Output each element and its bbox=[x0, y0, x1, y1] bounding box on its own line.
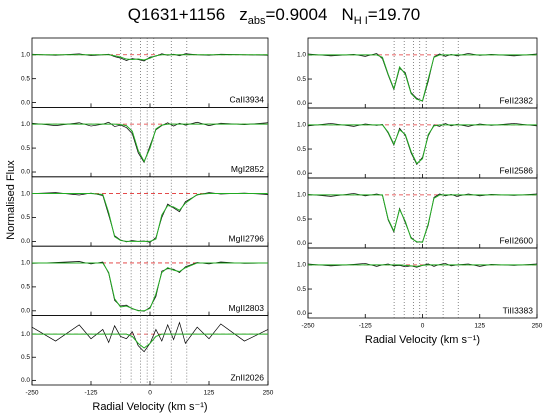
y-tick-label: 1.0 bbox=[297, 52, 306, 59]
panel-label: FeII2586 bbox=[499, 165, 533, 175]
panel-label: ZnII2026 bbox=[230, 372, 264, 382]
x-tick-label: 250 bbox=[263, 390, 274, 397]
fit-line bbox=[32, 123, 268, 163]
panel-label: FeII2600 bbox=[499, 235, 533, 245]
y-tick-label: 1.0 bbox=[297, 122, 306, 129]
fit-line bbox=[308, 54, 537, 102]
panel-label: FeII2382 bbox=[499, 95, 533, 105]
y-tick-label: 0.0 bbox=[21, 99, 30, 106]
flux-data bbox=[31, 321, 269, 353]
y-tick-label: 0.0 bbox=[297, 240, 306, 247]
y-tick-label: 1.0 bbox=[21, 51, 30, 58]
x-tick-label: 125 bbox=[204, 390, 215, 397]
flux-data bbox=[307, 53, 538, 102]
x-tick-label: 125 bbox=[474, 323, 485, 330]
panel-label: MgI2852 bbox=[231, 164, 264, 174]
panel-label: MgII2803 bbox=[229, 303, 265, 313]
y-tick-label: 1.0 bbox=[297, 192, 306, 199]
y-tick-label: 0.0 bbox=[297, 310, 306, 317]
y-tick-label: 0.0 bbox=[21, 169, 30, 176]
y-tick-label: 0.5 bbox=[297, 146, 306, 153]
y-tick-label: 0.5 bbox=[21, 145, 30, 152]
flux-data bbox=[31, 121, 269, 164]
x-axis-label: Radial Velocity (km s⁻¹) bbox=[365, 334, 480, 346]
title-z-value: =0.9004 bbox=[266, 5, 328, 24]
title-z-sub: abs bbox=[248, 15, 266, 27]
title-n-value: =19.70 bbox=[368, 5, 420, 24]
y-tick-label: 0.0 bbox=[21, 308, 30, 315]
y-tick-label: 0.5 bbox=[297, 76, 306, 83]
fit-line bbox=[32, 193, 268, 242]
title-z: z bbox=[239, 5, 248, 24]
panel-label: CaII3934 bbox=[230, 95, 265, 105]
x-tick-label: 0 bbox=[148, 390, 152, 397]
title-quasar: Q1631+1156 bbox=[128, 5, 226, 24]
y-tick-label: 0.5 bbox=[21, 214, 30, 221]
y-axis-label: Normalised Flux bbox=[5, 160, 17, 240]
x-axis-label: Radial Velocity (km s⁻¹) bbox=[92, 401, 207, 413]
x-tick-label: -250 bbox=[25, 390, 38, 397]
fit-line bbox=[32, 262, 268, 312]
x-tick-label: 250 bbox=[532, 323, 543, 330]
y-tick-label: 1.0 bbox=[21, 121, 30, 128]
panel-label: TiII3383 bbox=[503, 305, 534, 315]
x-tick-label: 0 bbox=[421, 323, 425, 330]
y-tick-label: 0.0 bbox=[21, 377, 30, 384]
y-tick-label: 0.5 bbox=[21, 354, 30, 361]
y-tick-label: 0.5 bbox=[21, 75, 30, 82]
fit-line bbox=[308, 124, 537, 165]
y-tick-label: 0.0 bbox=[21, 238, 30, 245]
y-tick-label: 1.0 bbox=[21, 260, 30, 267]
y-tick-label: 1.0 bbox=[21, 190, 30, 197]
x-tick-label: -125 bbox=[359, 323, 372, 330]
fit-line bbox=[308, 194, 537, 243]
panel-label: MgII2796 bbox=[229, 233, 265, 243]
fit-line bbox=[32, 333, 268, 349]
y-tick-label: 0.0 bbox=[297, 170, 306, 177]
y-tick-label: 0.0 bbox=[297, 100, 306, 107]
title-n: N bbox=[341, 5, 353, 24]
y-tick-label: 0.5 bbox=[297, 286, 306, 293]
fit-line bbox=[308, 264, 537, 267]
fit-line bbox=[32, 54, 268, 61]
chart-title: Q1631+1156 zabs=0.9004 NH I=19.70 bbox=[128, 5, 421, 26]
y-tick-label: 1.0 bbox=[21, 331, 30, 338]
y-tick-label: 0.5 bbox=[297, 216, 306, 223]
y-tick-label: 0.5 bbox=[21, 284, 30, 291]
x-tick-label: -250 bbox=[301, 323, 314, 330]
x-tick-label: -125 bbox=[84, 390, 97, 397]
title-n-sub: H I bbox=[354, 15, 368, 27]
y-tick-label: 1.0 bbox=[297, 262, 306, 269]
